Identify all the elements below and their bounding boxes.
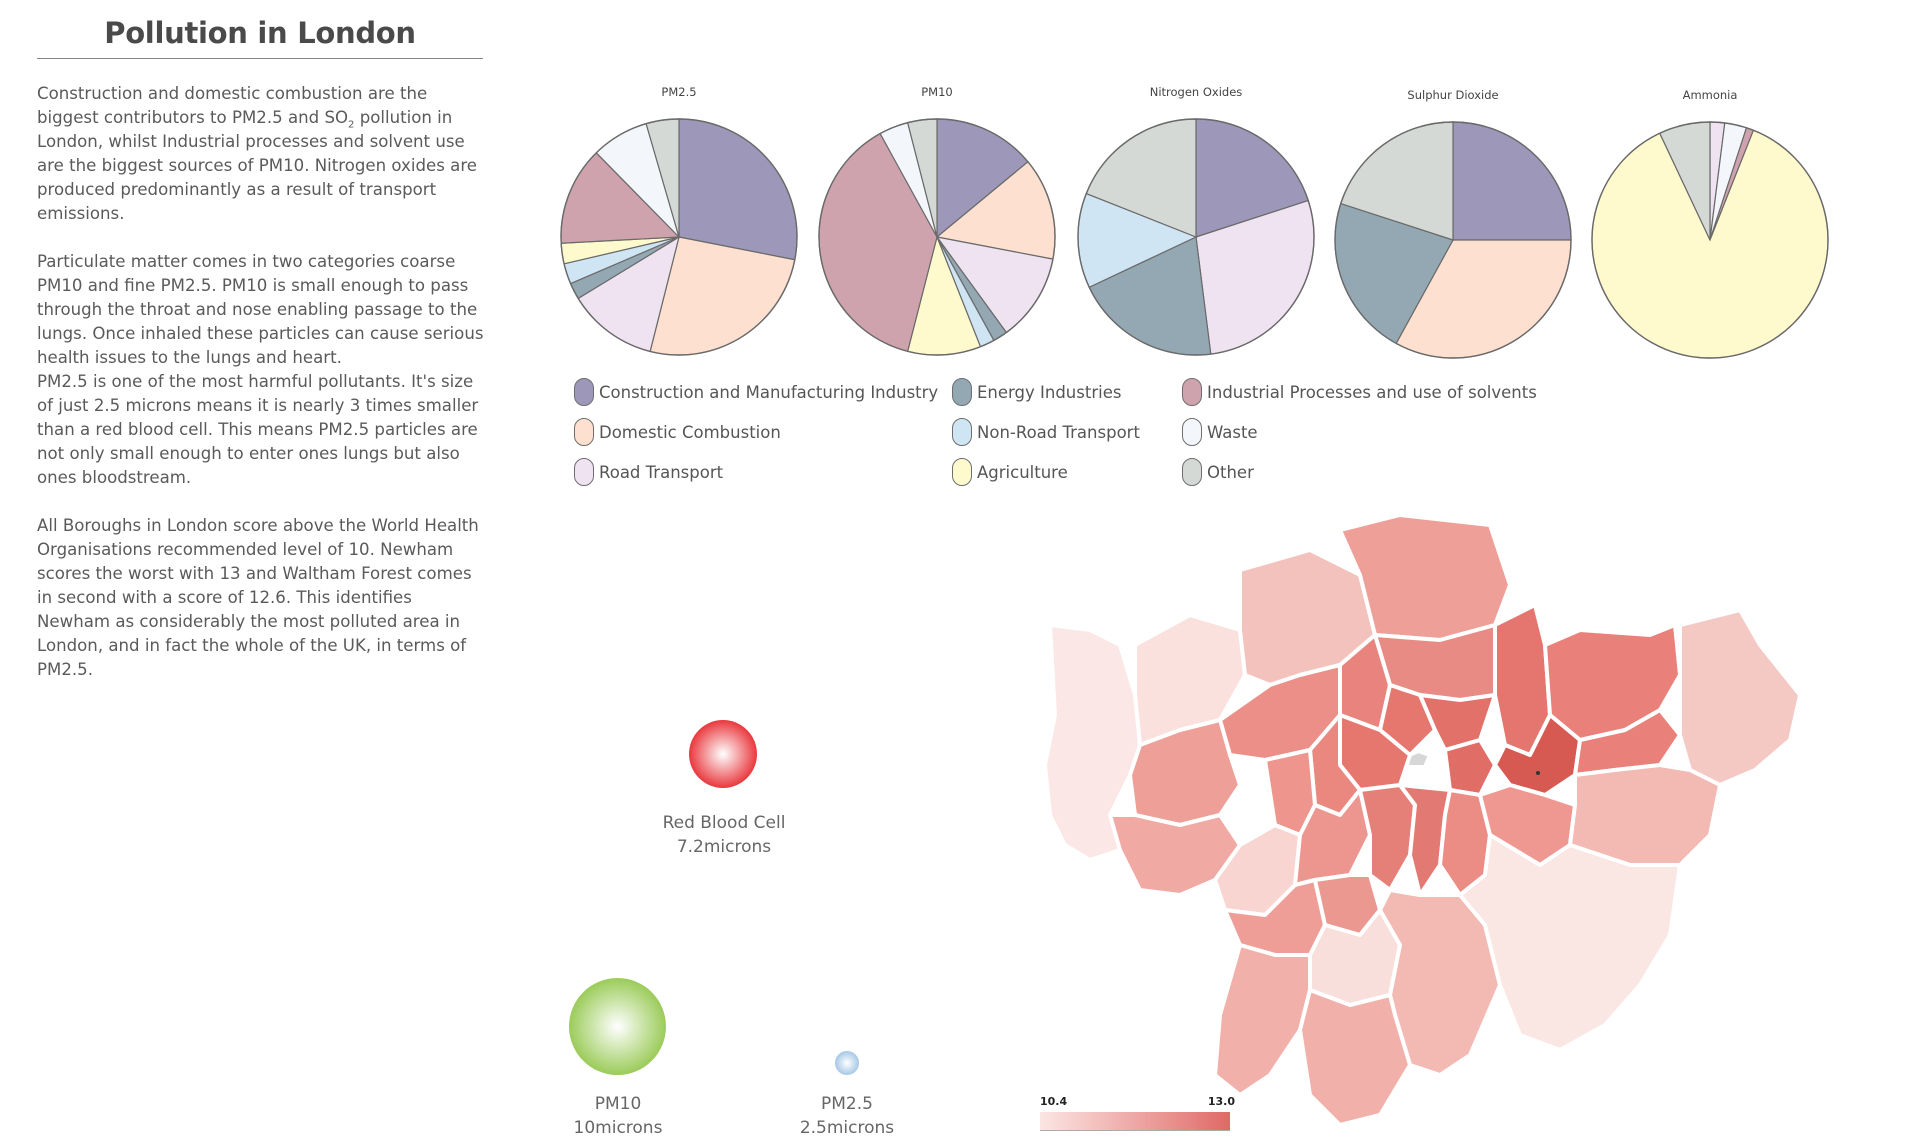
legend-swatch bbox=[1182, 378, 1202, 406]
legend-label: Other bbox=[1207, 462, 1254, 482]
legend: Construction and Manufacturing Industry … bbox=[574, 376, 1554, 496]
legend-label: Waste bbox=[1207, 422, 1258, 442]
paragraph-intro-text-a: Construction and domestic combustion are… bbox=[37, 84, 428, 127]
legend-label: Energy Industries bbox=[977, 382, 1122, 402]
page-title: Pollution in London bbox=[37, 16, 483, 59]
color-scale: 10.4 13.0 bbox=[1040, 1095, 1235, 1135]
paragraph-particulate: Particulate matter comes in two categori… bbox=[37, 250, 487, 490]
red-blood-cell-size: 7.2microns bbox=[676, 837, 772, 857]
borough-bexley bbox=[1568, 763, 1722, 867]
pie-title-pm10: PM10 bbox=[921, 85, 953, 99]
newham-marker bbox=[1536, 771, 1540, 775]
pm25-circle bbox=[835, 1051, 859, 1075]
legend-swatch bbox=[952, 418, 972, 446]
pie-title-nitrogen-oxides: Nitrogen Oxides bbox=[1149, 85, 1243, 99]
legend-swatch bbox=[574, 418, 594, 446]
scale-max-label: 13.0 bbox=[1207, 1095, 1235, 1108]
pie-outline bbox=[1334, 121, 1572, 359]
legend-label: Agriculture bbox=[977, 462, 1068, 482]
borough-tower-hamlets bbox=[1443, 738, 1497, 797]
pm25-name: PM2.5 bbox=[821, 1094, 873, 1114]
red-blood-cell-name: Red Blood Cell bbox=[662, 813, 786, 833]
scale-axis-line bbox=[1040, 1130, 1230, 1131]
pie-charts: PM2.5 PM10 Nitrogen Oxides Sulphur Dioxi… bbox=[0, 0, 1920, 380]
legend-swatch bbox=[952, 458, 972, 486]
legend-item-industrial-processes: Industrial Processes and use of solvents bbox=[1182, 376, 1537, 408]
pie-title-pm25: PM2.5 bbox=[661, 85, 697, 99]
pie-svg bbox=[560, 118, 1829, 359]
legend-label: Road Transport bbox=[599, 462, 724, 482]
pie-outline bbox=[818, 118, 1056, 356]
legend-swatch bbox=[952, 378, 972, 406]
borough-sutton-south bbox=[1298, 988, 1412, 1127]
pm10-label: PM10 10microns bbox=[518, 1092, 718, 1140]
borough-hounslow bbox=[1108, 813, 1242, 897]
legend-item-agriculture: Agriculture bbox=[952, 456, 1068, 488]
borough-hackney bbox=[1418, 693, 1497, 752]
so2-subscript: 2 bbox=[348, 119, 355, 131]
pm25-size: 2.5microns bbox=[799, 1118, 895, 1138]
body-text: Construction and domestic combustion are… bbox=[37, 82, 487, 706]
legend-swatch bbox=[574, 378, 594, 406]
pie-nitrogen-oxides bbox=[1077, 118, 1315, 356]
pm25-label: PM2.5 2.5microns bbox=[747, 1092, 947, 1140]
legend-item-construction: Construction and Manufacturing Industry bbox=[574, 376, 938, 408]
pie-pm2-5 bbox=[560, 118, 798, 356]
legend-swatch bbox=[1182, 418, 1202, 446]
legend-label: Construction and Manufacturing Industry bbox=[599, 382, 939, 402]
red-blood-cell-label: Red Blood Cell 7.2microns bbox=[624, 811, 824, 859]
legend-swatch bbox=[574, 458, 594, 486]
legend-item-waste: Waste bbox=[1182, 416, 1258, 448]
borough-havering bbox=[1678, 608, 1802, 787]
pm10-size: 10microns bbox=[573, 1118, 663, 1138]
pie-slice-construction-and-manufacturing-industry bbox=[678, 118, 798, 261]
paragraph-boroughs-text: All Boroughs in London score above the W… bbox=[37, 516, 479, 679]
borough-kingston-south bbox=[1213, 943, 1312, 1097]
legend-item-energy-industries: Energy Industries bbox=[952, 376, 1121, 408]
borough-bromley bbox=[1458, 833, 1682, 1052]
pie-outline bbox=[1591, 121, 1829, 359]
pm10-name: PM10 bbox=[594, 1094, 642, 1114]
scale-gradient-bar bbox=[1040, 1112, 1230, 1130]
borough-ealing bbox=[1128, 718, 1242, 827]
legend-label: Domestic Combustion bbox=[599, 422, 781, 442]
paragraph-intro-text-b: pollution in London, whilst Industrial p… bbox=[37, 108, 477, 223]
pie-outline bbox=[1077, 118, 1315, 356]
pie-slice-construction-and-manufacturing-industry bbox=[1452, 121, 1572, 241]
pie-sulphur-dioxide bbox=[1334, 121, 1572, 359]
paragraph-intro: Construction and domestic combustion are… bbox=[37, 82, 487, 226]
scale-min-label: 10.4 bbox=[1040, 1095, 1068, 1108]
paragraph-pm25-text: PM2.5 is one of the most harmful polluta… bbox=[37, 372, 479, 487]
paragraph-particulate-text: Particulate matter comes in two categori… bbox=[37, 252, 484, 367]
legend-swatch bbox=[1182, 458, 1202, 486]
legend-item-road-transport: Road Transport bbox=[574, 456, 723, 488]
legend-label: Non-Road Transport bbox=[977, 422, 1140, 442]
paragraph-boroughs: All Boroughs in London score above the W… bbox=[37, 514, 487, 682]
red-blood-cell-circle bbox=[689, 720, 757, 788]
pm10-circle bbox=[569, 978, 666, 1075]
pie-pm10 bbox=[818, 118, 1056, 356]
legend-item-domestic-combustion: Domestic Combustion bbox=[574, 416, 781, 448]
pie-title-ammonia: Ammonia bbox=[1682, 88, 1738, 102]
legend-item-non-road-transport: Non-Road Transport bbox=[952, 416, 1140, 448]
legend-item-other: Other bbox=[1182, 456, 1254, 488]
london-borough-map bbox=[1043, 515, 1802, 1127]
legend-label: Industrial Processes and use of solvents bbox=[1207, 382, 1537, 402]
pie-outline bbox=[560, 118, 798, 356]
pie-ammonia bbox=[1591, 121, 1829, 359]
pie-title-sulphur-dioxide: Sulphur Dioxide bbox=[1407, 88, 1499, 102]
